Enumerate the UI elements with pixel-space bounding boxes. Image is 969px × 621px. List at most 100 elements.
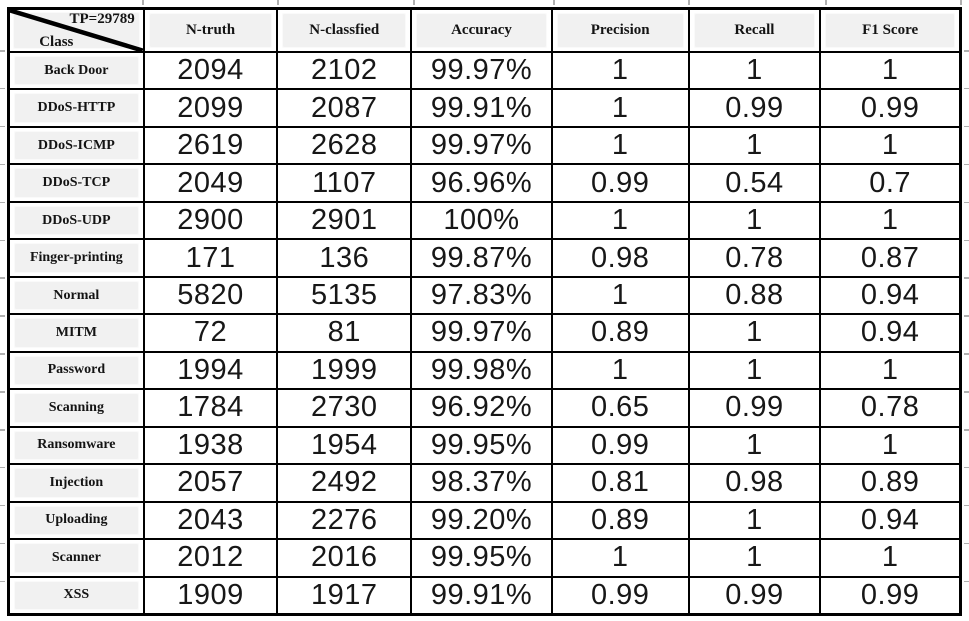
cell-n-truth: 1994 bbox=[143, 351, 278, 390]
crop-tick bbox=[0, 87, 5, 90]
cell-precision: 0.99 bbox=[551, 426, 689, 465]
cell-f1: 1 bbox=[820, 126, 960, 165]
value: 1 bbox=[746, 353, 763, 386]
value: 2900 bbox=[177, 204, 244, 237]
crop-tick bbox=[0, 50, 5, 52]
cell-recall: 1 bbox=[688, 201, 821, 240]
value: 1 bbox=[881, 54, 899, 87]
cell-precision: 0.89 bbox=[551, 314, 689, 352]
cell-n-truth: 2094 bbox=[143, 52, 278, 90]
cell-f1: 0.89 bbox=[820, 464, 960, 502]
cell-n-truth: 2012 bbox=[143, 539, 278, 577]
row-label: Ransomware bbox=[14, 430, 139, 461]
crop-tick bbox=[0, 315, 5, 317]
row-label: Back Door bbox=[14, 56, 139, 86]
crop-tick bbox=[960, 0, 962, 5]
crop-tick bbox=[0, 163, 5, 166]
value: 1 bbox=[611, 129, 629, 162]
cell-recall: 0.99 bbox=[688, 389, 821, 427]
value: 2087 bbox=[311, 91, 378, 124]
value: 2099 bbox=[177, 91, 244, 124]
cell-accuracy: 98.37% bbox=[411, 464, 552, 502]
column-header-f1-score: F1 Score bbox=[820, 9, 960, 52]
cell-f1: 0.78 bbox=[820, 389, 960, 427]
cell-accuracy: 99.97% bbox=[411, 314, 552, 352]
value: 0.7 bbox=[869, 166, 912, 199]
column-header-label: Accuracy bbox=[416, 13, 547, 48]
column-header-label: N-classfied bbox=[282, 13, 407, 48]
value: 1 bbox=[746, 316, 763, 349]
column-header-label: F1 Score bbox=[825, 13, 955, 48]
cell-n-classfied: 2276 bbox=[277, 501, 412, 540]
crop-tick bbox=[0, 542, 5, 545]
value: 0.89 bbox=[590, 316, 650, 349]
value: 2012 bbox=[177, 541, 244, 574]
cell-precision: 0.99 bbox=[551, 164, 689, 202]
value: 1 bbox=[881, 541, 899, 574]
value: 2094 bbox=[177, 54, 244, 87]
cell-precision: 0.99 bbox=[551, 576, 689, 614]
value: 0.99 bbox=[725, 578, 784, 611]
cell-precision: 1 bbox=[551, 351, 689, 390]
crop-tick bbox=[964, 353, 969, 355]
cell-f1: 0.99 bbox=[820, 576, 960, 614]
cell-precision: 1 bbox=[551, 276, 689, 315]
row-label: DDoS-UDP bbox=[14, 205, 139, 236]
value: 1 bbox=[611, 353, 629, 386]
value: 100% bbox=[443, 204, 520, 237]
cell-f1: 1 bbox=[820, 539, 960, 577]
row-label: Scanner bbox=[14, 543, 139, 573]
row-label: Uploading bbox=[14, 505, 139, 536]
cell-accuracy: 96.96% bbox=[411, 164, 552, 202]
row-label-cell: DDoS-ICMP bbox=[9, 126, 144, 165]
cell-precision: 0.89 bbox=[551, 501, 689, 540]
value: 0.94 bbox=[860, 503, 920, 536]
cell-n-classfied: 2102 bbox=[277, 52, 412, 90]
column-header-n-classfied: N-classfied bbox=[277, 9, 412, 52]
value: 1 bbox=[881, 428, 899, 461]
crop-tick bbox=[0, 466, 5, 469]
value: 1938 bbox=[177, 428, 244, 461]
value: 98.37% bbox=[430, 466, 533, 499]
cell-precision: 1 bbox=[551, 52, 689, 90]
value: 97.83% bbox=[430, 279, 533, 312]
cell-recall: 1 bbox=[688, 501, 821, 540]
value: 1917 bbox=[311, 578, 378, 611]
crop-tick bbox=[0, 504, 5, 507]
value: 2492 bbox=[311, 466, 378, 499]
crop-tick bbox=[0, 125, 5, 128]
cell-recall: 0.88 bbox=[688, 276, 821, 315]
cell-n-classfied: 1107 bbox=[277, 164, 412, 202]
cell-precision: 1 bbox=[551, 539, 689, 577]
cell-n-truth: 1784 bbox=[143, 389, 278, 427]
cell-accuracy: 99.20% bbox=[411, 501, 552, 540]
column-header-n-truth: N-truth bbox=[143, 9, 278, 52]
corner-tp-label: TP=29789 bbox=[69, 11, 135, 27]
corner-class-label: Class bbox=[39, 34, 74, 50]
crop-tick bbox=[964, 466, 969, 469]
row-label-cell: Password bbox=[9, 351, 144, 390]
row-label-cell: Normal bbox=[9, 276, 144, 315]
cell-n-truth: 5820 bbox=[143, 276, 278, 315]
value: 0.78 bbox=[725, 241, 784, 274]
cell-recall: 1 bbox=[688, 351, 821, 390]
cell-accuracy: 99.91% bbox=[411, 89, 552, 127]
value: 96.96% bbox=[430, 166, 533, 199]
value: 0.99 bbox=[725, 391, 784, 424]
results-table: Class TP=29789 N-truth N-classfied Accur… bbox=[7, 7, 962, 616]
crop-tick bbox=[964, 125, 969, 128]
cell-n-truth: 2619 bbox=[143, 126, 278, 165]
value: 0.99 bbox=[590, 166, 650, 199]
crop-tick bbox=[964, 87, 969, 90]
value: 1 bbox=[746, 54, 763, 87]
value: 99.95% bbox=[430, 541, 533, 574]
row-label-cell: Scanning bbox=[9, 389, 144, 427]
value: 96.92% bbox=[430, 391, 533, 424]
row-label-cell: MITM bbox=[9, 314, 144, 352]
cell-recall: 1 bbox=[688, 126, 821, 165]
cell-accuracy: 99.95% bbox=[411, 426, 552, 465]
crop-tick bbox=[553, 0, 555, 5]
cell-accuracy: 99.91% bbox=[411, 576, 552, 614]
cell-precision: 1 bbox=[551, 126, 689, 165]
value: 1 bbox=[746, 541, 763, 574]
